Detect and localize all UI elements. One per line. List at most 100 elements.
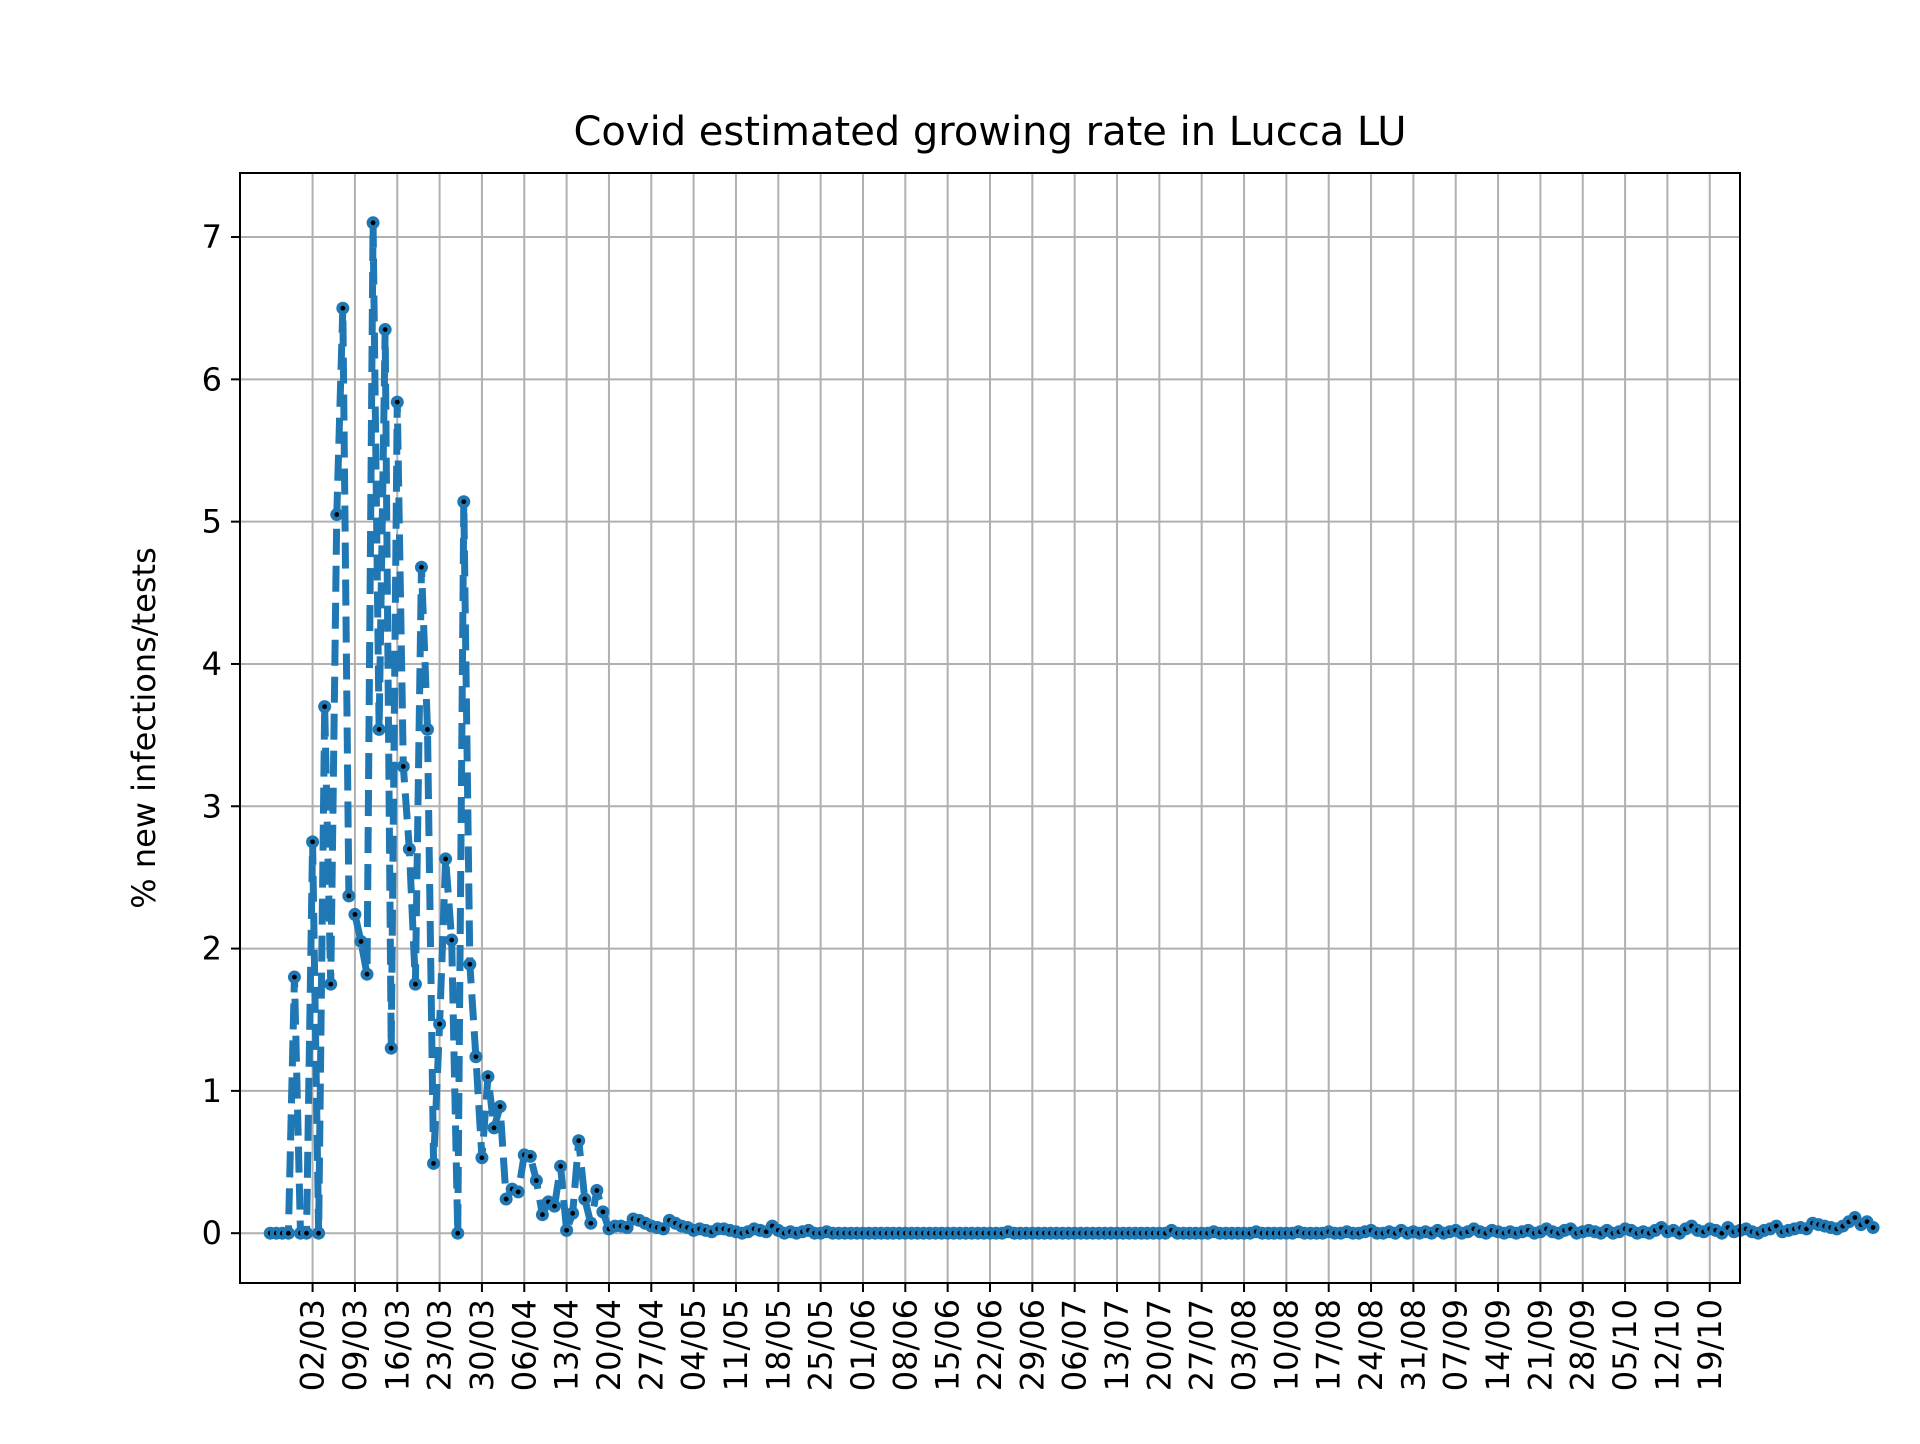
data-point xyxy=(396,759,410,773)
data-point xyxy=(1866,1221,1880,1234)
data-point xyxy=(421,722,434,736)
x-tick-label: 07/09 xyxy=(1437,1299,1475,1391)
x-tick-label: 30/03 xyxy=(463,1299,501,1391)
data-point xyxy=(548,1199,562,1213)
data-point-center xyxy=(552,1203,557,1209)
data-point xyxy=(402,842,416,856)
data-point-center xyxy=(334,512,340,517)
x-tick-label: 15/06 xyxy=(929,1299,967,1391)
y-tick-label: 3 xyxy=(202,787,222,825)
data-point-center xyxy=(576,1138,582,1144)
x-tick-label: 02/03 xyxy=(294,1299,332,1391)
x-tick-label: 28/09 xyxy=(1564,1299,1602,1391)
data-point xyxy=(318,700,332,714)
data-point-center xyxy=(316,1230,322,1236)
x-tick-label: 05/10 xyxy=(1606,1299,1644,1391)
data-point xyxy=(439,852,453,866)
data-point-center xyxy=(419,564,424,570)
data-point xyxy=(336,301,350,315)
data-point xyxy=(566,1206,580,1220)
data-point-center xyxy=(763,1229,769,1235)
data-point xyxy=(390,395,404,409)
x-tick-label: 31/08 xyxy=(1394,1299,1432,1391)
data-point xyxy=(469,1050,483,1064)
data-point-center xyxy=(479,1155,485,1161)
data-point-center xyxy=(660,1226,666,1232)
data-point-center xyxy=(394,399,400,405)
data-point-center xyxy=(1870,1225,1876,1230)
data-point-center xyxy=(388,1045,394,1051)
data-point xyxy=(342,889,356,903)
x-tick-label: 21/09 xyxy=(1521,1299,1559,1391)
x-tick-label: 14/09 xyxy=(1479,1299,1517,1391)
y-tick-label: 6 xyxy=(202,360,222,398)
x-tick-label: 29/06 xyxy=(1013,1299,1051,1391)
data-point-center xyxy=(400,764,406,769)
data-point-center xyxy=(352,912,358,917)
data-point xyxy=(499,1192,513,1206)
data-point-center xyxy=(515,1189,521,1195)
data-point-center xyxy=(455,1230,461,1236)
data-point xyxy=(408,977,422,991)
x-tick-label: 22/06 xyxy=(971,1299,1009,1391)
x-tick-label: 20/07 xyxy=(1140,1299,1178,1391)
data-point-center xyxy=(564,1227,570,1233)
x-tick-label: 27/07 xyxy=(1183,1299,1221,1391)
data-point-center xyxy=(346,893,352,899)
data-point-center xyxy=(322,704,328,710)
data-point-center xyxy=(370,220,376,226)
data-point-center xyxy=(473,1054,479,1060)
data-point-center xyxy=(310,839,315,845)
data-point-center xyxy=(1852,1215,1858,1220)
x-tick-label: 01/06 xyxy=(844,1299,882,1391)
x-tick-label: 25/05 xyxy=(802,1299,840,1391)
data-point xyxy=(366,216,380,230)
x-tick-label: 23/03 xyxy=(421,1299,459,1391)
x-tick-label: 09/03 xyxy=(336,1299,374,1391)
x-tick-label: 20/04 xyxy=(590,1299,628,1391)
data-point xyxy=(463,957,477,971)
data-point xyxy=(330,508,344,522)
data-point xyxy=(572,1134,586,1148)
x-tick-label: 24/08 xyxy=(1352,1299,1390,1391)
data-point-center xyxy=(503,1196,509,1202)
data-point-center xyxy=(437,1021,442,1027)
y-tick-label: 0 xyxy=(202,1214,222,1252)
data-point-center xyxy=(527,1153,533,1159)
data-point-center xyxy=(443,856,449,862)
data-point-center xyxy=(624,1225,630,1230)
x-tick-label: 06/07 xyxy=(1056,1299,1094,1391)
data-point xyxy=(427,1156,441,1170)
x-tick-label: 03/08 xyxy=(1225,1299,1263,1391)
data-point xyxy=(306,835,320,849)
data-point-center xyxy=(304,1230,309,1236)
data-point xyxy=(281,1226,295,1240)
data-point xyxy=(493,1100,507,1114)
x-tick-label: 13/04 xyxy=(548,1299,586,1391)
data-point-center xyxy=(382,327,388,332)
data-point xyxy=(378,323,392,337)
data-point-center xyxy=(558,1163,563,1169)
data-point-center xyxy=(540,1212,545,1218)
x-tick-label: 12/10 xyxy=(1648,1299,1686,1391)
data-point xyxy=(433,1017,447,1031)
data-point-center xyxy=(292,974,297,980)
data-point-center xyxy=(285,1230,291,1236)
x-tick-label: 13/07 xyxy=(1098,1299,1136,1391)
data-point-center xyxy=(340,305,346,311)
data-point-center xyxy=(1773,1223,1779,1229)
data-point xyxy=(578,1192,592,1206)
data-point xyxy=(300,1226,314,1240)
y-tick-label: 1 xyxy=(202,1072,222,1110)
x-tick-label: 18/05 xyxy=(759,1299,797,1391)
data-point-center xyxy=(1804,1226,1809,1232)
data-point xyxy=(535,1208,549,1222)
x-tick-label: 08/06 xyxy=(886,1299,924,1391)
data-point xyxy=(560,1223,574,1237)
data-point xyxy=(348,907,362,921)
data-point xyxy=(487,1121,501,1135)
y-tick-label: 5 xyxy=(202,503,222,541)
data-point-center xyxy=(376,727,382,732)
y-axis-label: % new infections/tests xyxy=(125,547,163,908)
